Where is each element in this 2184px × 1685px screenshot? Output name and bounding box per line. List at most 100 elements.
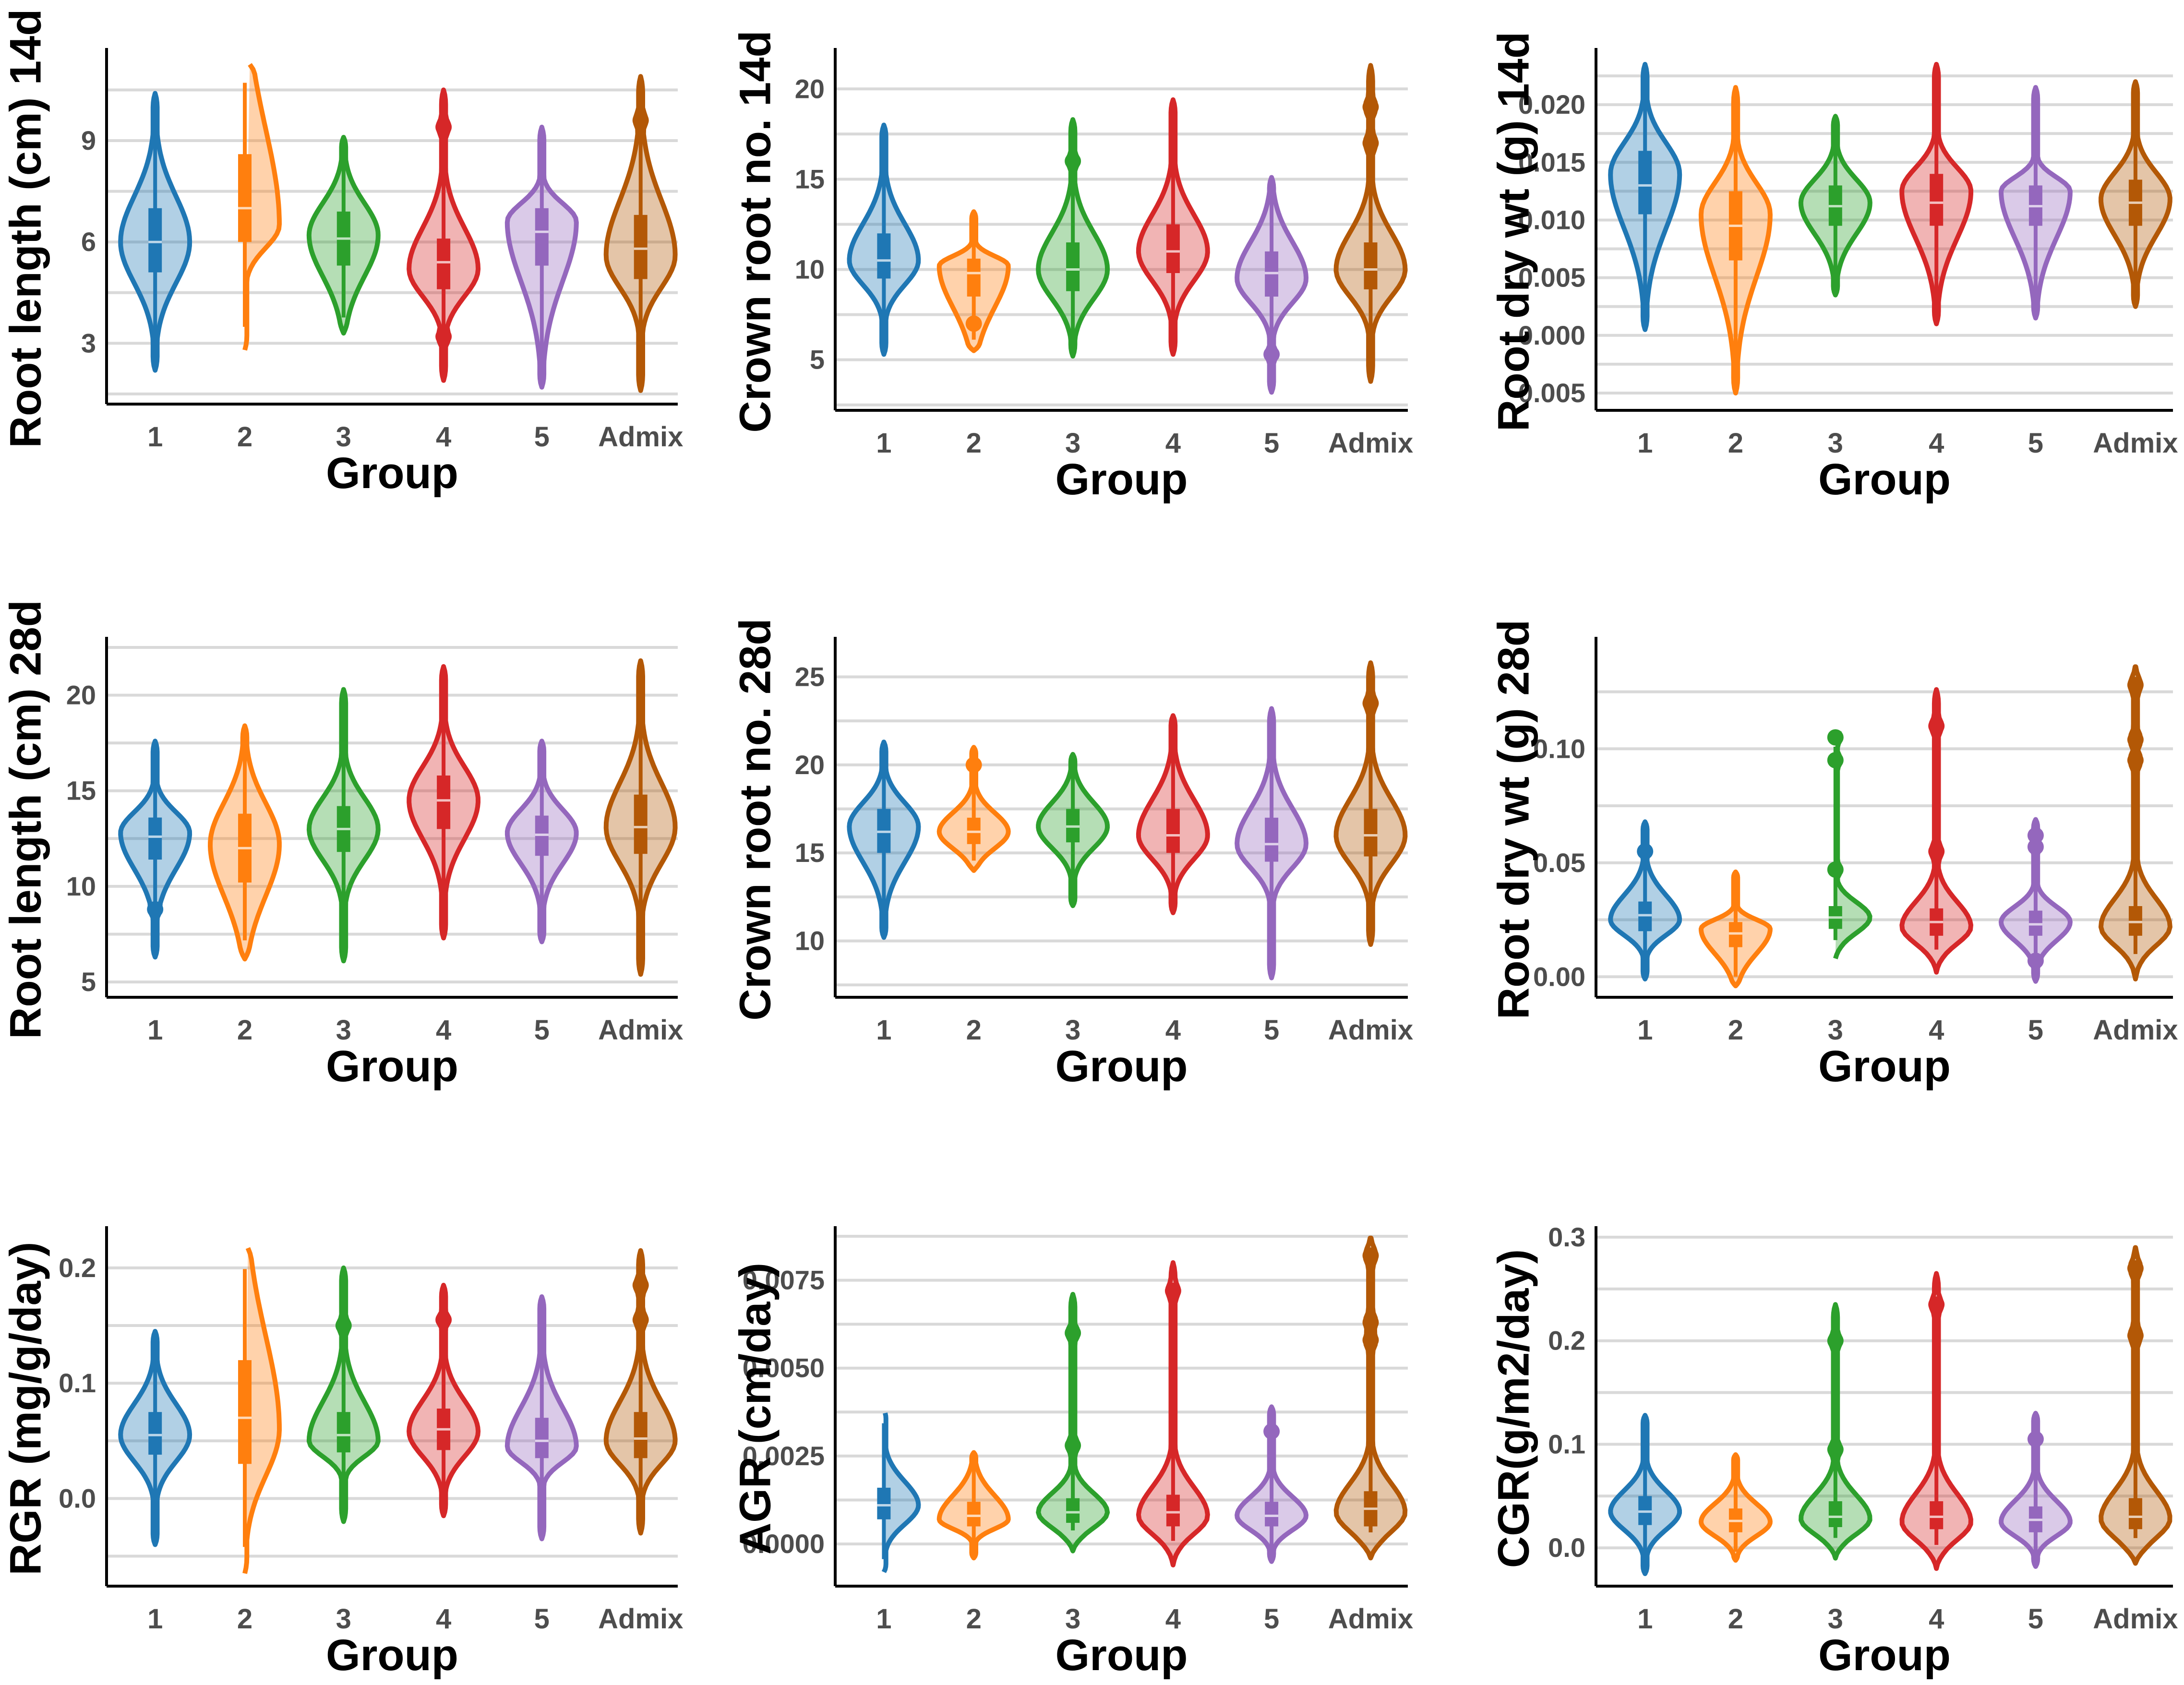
box-iqr	[238, 154, 252, 242]
violin-group-Admix	[603, 74, 678, 393]
x-axis-title: Group	[1056, 1042, 1188, 1091]
y-tick-label: 10	[795, 926, 825, 956]
violin-group-5	[1998, 817, 2073, 984]
violin-group-4	[1136, 713, 1210, 915]
outlier-point	[1065, 153, 1081, 169]
y-axis-title: Root length (cm) 28d	[1, 600, 50, 1039]
violin-group-1	[118, 91, 192, 373]
x-tick-label: 2	[966, 1603, 982, 1635]
x-tick-label: 1	[147, 1015, 163, 1046]
x-tick-label: Admix	[2093, 1603, 2178, 1635]
y-tick-label: 20	[795, 750, 825, 780]
outlier-point	[2027, 827, 2044, 844]
x-axis-title: Group	[326, 1631, 458, 1680]
x-tick-label: 1	[147, 1603, 163, 1635]
y-tick-label: 0.05	[1533, 848, 1585, 878]
x-axis-title: Group	[1818, 1042, 1951, 1091]
box-iqr	[1930, 1501, 1944, 1530]
x-tick-label: Admix	[1328, 1015, 1413, 1046]
y-tick-label: 10	[66, 871, 96, 901]
violin-group-2	[1698, 85, 1773, 395]
x-tick-label: 3	[336, 1015, 351, 1046]
x-axis-title: Group	[1056, 455, 1188, 504]
chart-panel-8: 0.0000 0.0025 0.0050 0.0075 1 2 3 4 5 Admix Group A…	[731, 1226, 1413, 1680]
box-iqr	[877, 233, 891, 279]
violin-group-Admix	[1333, 1235, 1408, 1561]
y-tick-label: 0.2	[1548, 1326, 1585, 1356]
y-tick-label: 0.0025	[743, 1441, 825, 1471]
outlier-point	[2127, 752, 2144, 768]
x-tick-label: Admix	[2093, 428, 2178, 459]
outlier-point	[2127, 1260, 2144, 1277]
box-iqr	[148, 208, 162, 273]
x-tick-label: 4	[1929, 1603, 1944, 1635]
violin-group-Admix	[2099, 79, 2172, 309]
outlier-point	[1362, 695, 1379, 712]
y-axis-title: RGR (mg/g/day)	[1, 1242, 50, 1575]
violin-group-3	[1827, 729, 1872, 959]
violin-group-4	[407, 87, 481, 383]
violin-group-4	[407, 1282, 481, 1518]
x-tick-label: 2	[237, 1015, 252, 1046]
box-iqr	[148, 1412, 162, 1455]
outlier-point	[2027, 953, 2044, 969]
violin-group-5	[1235, 1404, 1308, 1564]
violin-group-5	[1235, 175, 1308, 395]
violin-group-5	[504, 1294, 579, 1542]
x-tick-label: 1	[876, 428, 891, 459]
y-tick-label: 0.005	[1518, 263, 1585, 293]
violin-shape	[242, 63, 282, 351]
x-tick-label: 1	[1637, 1603, 1653, 1635]
box-iqr	[437, 239, 451, 289]
box-iqr	[1364, 242, 1378, 289]
y-tick-label: 0.00	[1533, 961, 1585, 992]
y-tick-label: 0.0000	[743, 1529, 825, 1559]
y-tick-label: 0.015	[1518, 147, 1585, 177]
y-tick-label: 3	[81, 328, 96, 358]
x-tick-label: 5	[2028, 428, 2043, 459]
violin-shape	[881, 1412, 921, 1573]
violin-group-Admix	[1333, 63, 1408, 384]
violin-group-3	[1799, 1302, 1872, 1561]
violin-group-5	[1999, 1410, 2073, 1569]
outlier-point	[1827, 752, 1844, 768]
x-tick-label: 2	[1728, 1603, 1743, 1635]
y-axis-title: Root dry wt (g) 28d	[1489, 620, 1538, 1019]
x-tick-label: Admix	[598, 1603, 683, 1635]
outlier-point	[1827, 1332, 1844, 1349]
y-tick-label: 6	[81, 227, 96, 257]
x-tick-label: 2	[237, 421, 252, 453]
violin-group-5	[504, 124, 579, 390]
violin-group-1	[118, 1329, 192, 1547]
x-tick-label: 4	[436, 421, 451, 453]
box-iqr	[634, 794, 648, 854]
x-tick-label: 5	[2028, 1603, 2043, 1635]
y-tick-label: 0.020	[1518, 89, 1585, 120]
x-tick-label: 1	[876, 1603, 891, 1635]
y-tick-label: 0.10	[1533, 733, 1585, 764]
x-tick-label: 3	[1065, 428, 1080, 459]
x-tick-label: 1	[876, 1015, 891, 1046]
x-tick-label: 3	[1065, 1015, 1080, 1046]
outlier-point	[965, 315, 982, 332]
x-axis-title: Group	[1056, 1631, 1188, 1680]
violin-group-5	[1998, 85, 2073, 321]
violin-group-2	[936, 1450, 1011, 1561]
x-tick-label: 2	[1728, 428, 1743, 459]
y-tick-label: -0.005	[1509, 378, 1585, 408]
violin-group-Admix	[2098, 664, 2172, 981]
x-tick-label: 3	[336, 421, 351, 453]
violin-group-4	[1899, 687, 1973, 975]
violin-group-3	[306, 1265, 381, 1524]
outlier-point	[1637, 843, 1654, 860]
violin-group-1	[847, 740, 921, 940]
x-tick-label: 5	[1264, 1603, 1279, 1635]
violin-group-Admix	[603, 1248, 678, 1536]
x-axis-title: Group	[1818, 455, 1951, 504]
violin-shape	[1833, 731, 1872, 959]
x-tick-label: 3	[1828, 428, 1843, 459]
y-axis-title: Crown root no. 14d	[731, 30, 780, 432]
y-tick-label: 5	[81, 967, 96, 997]
outlier-point	[2027, 1431, 2044, 1447]
